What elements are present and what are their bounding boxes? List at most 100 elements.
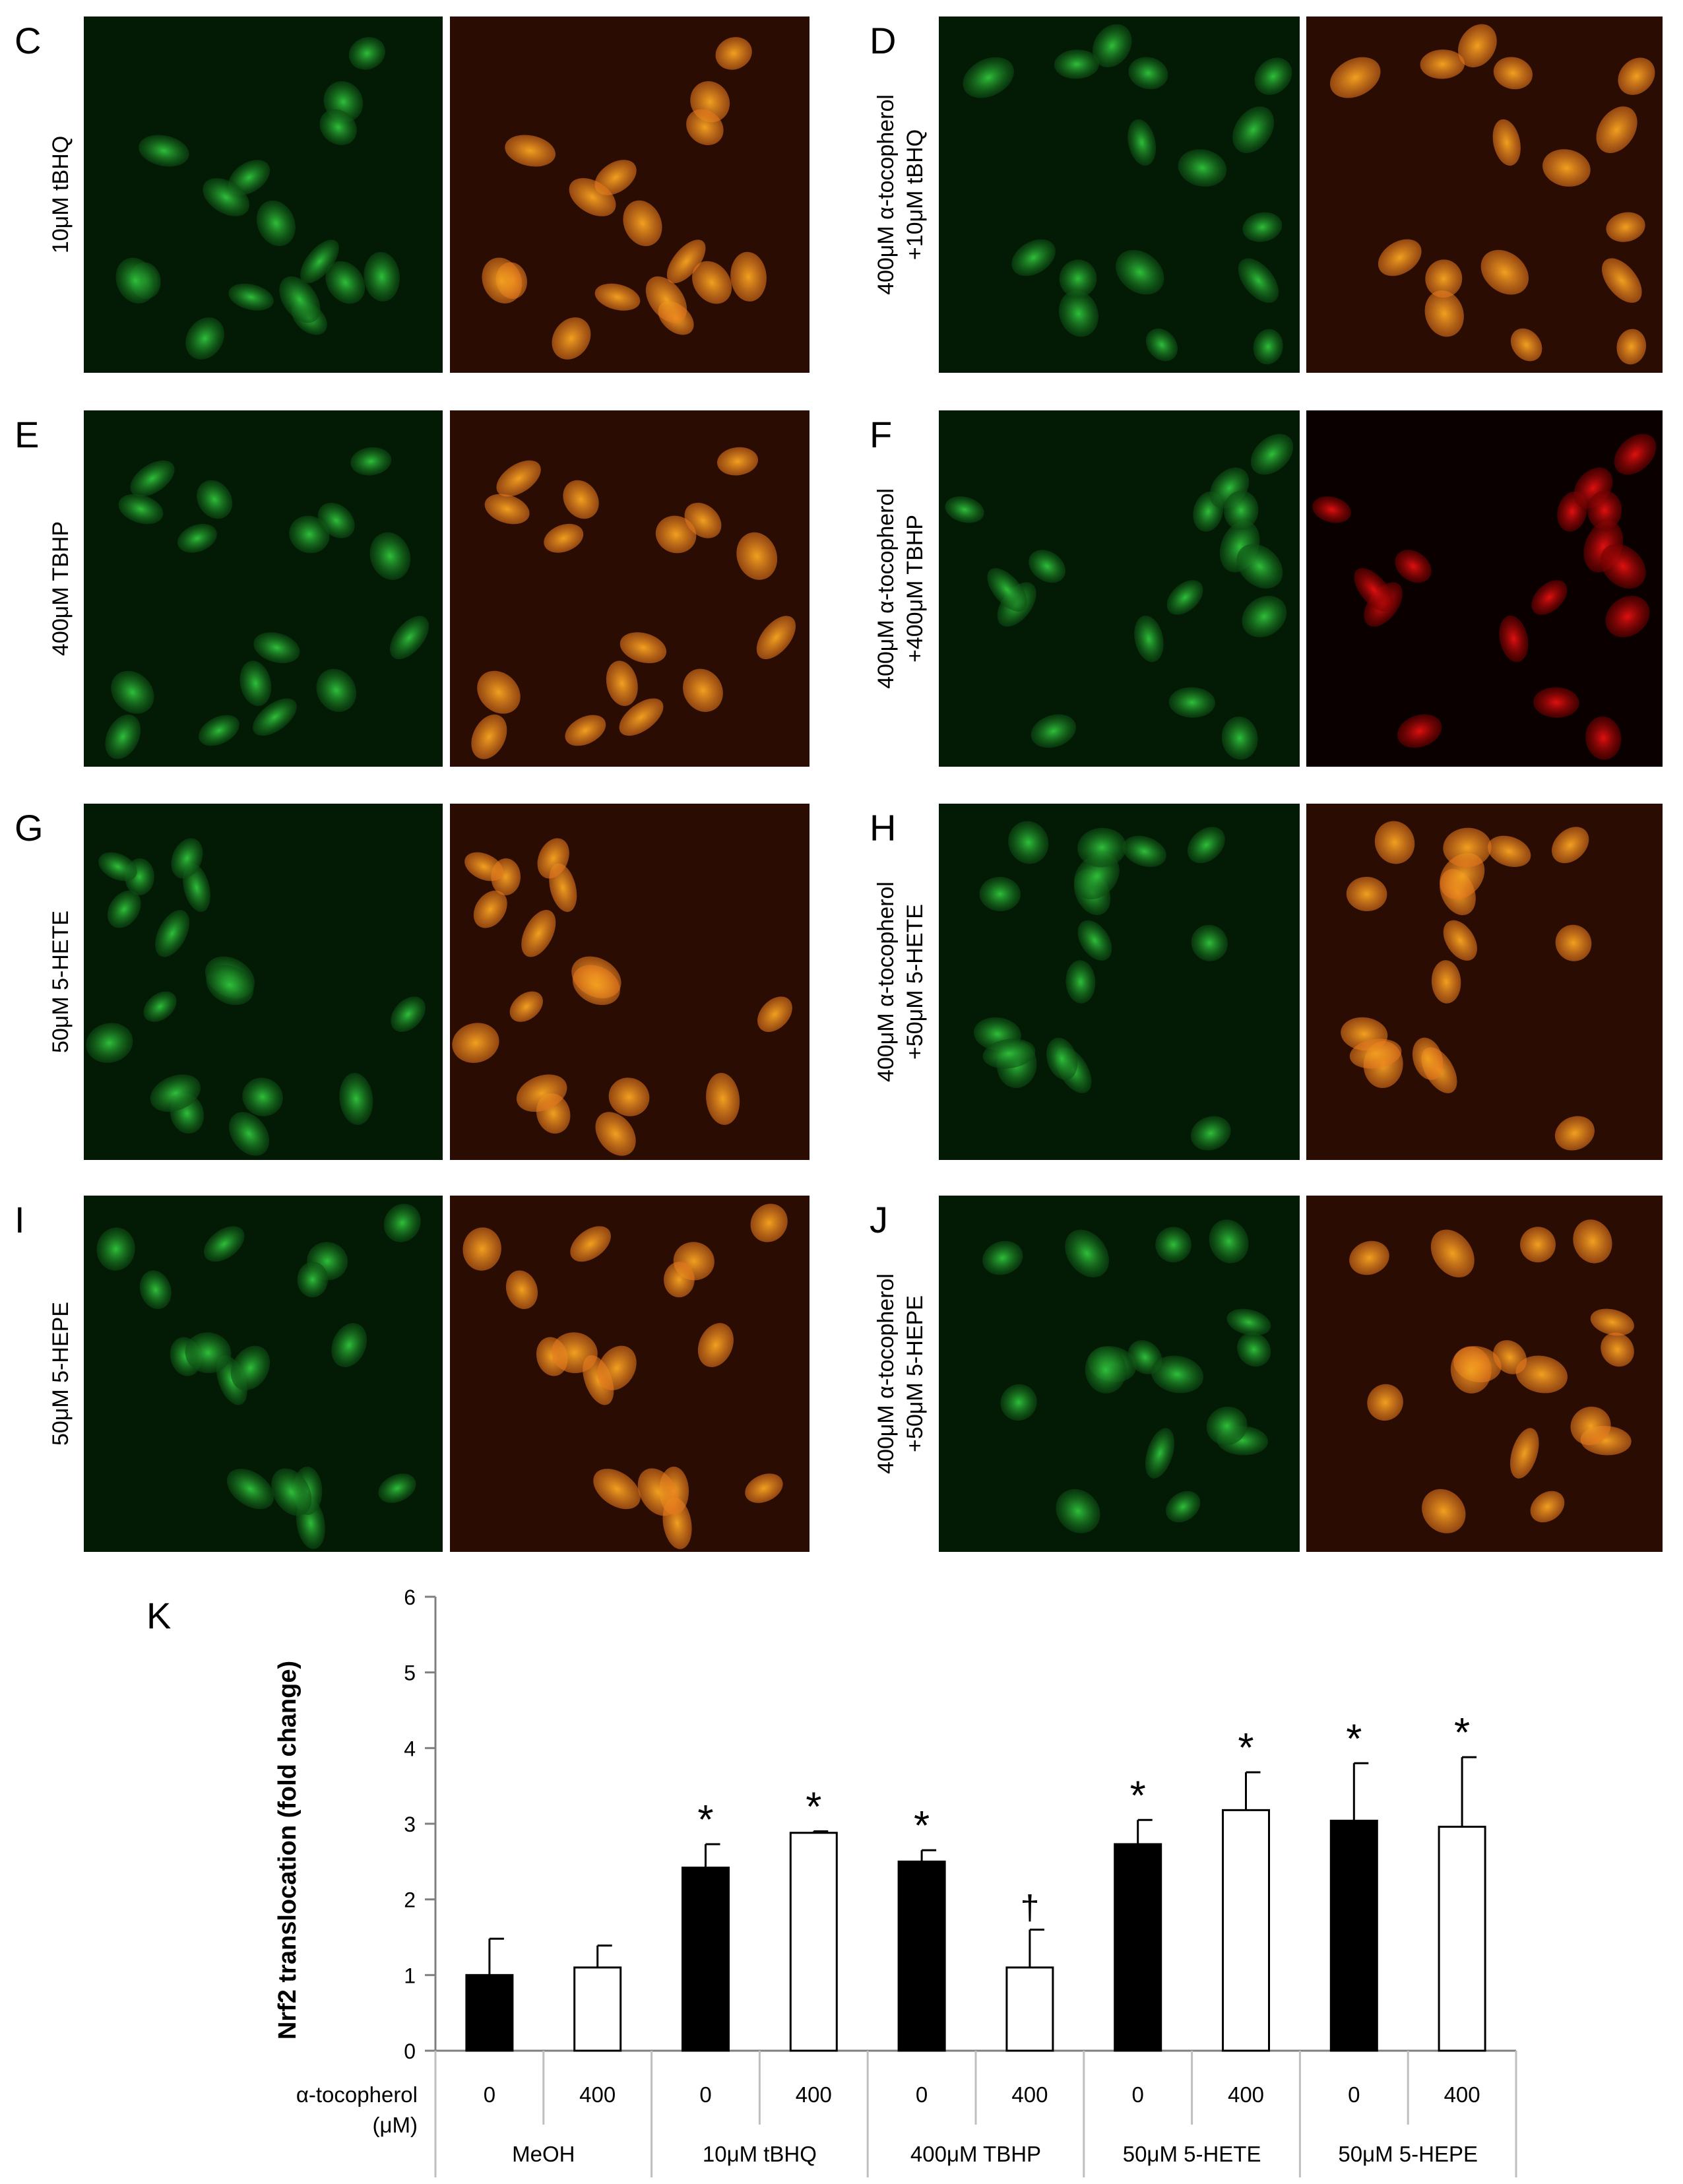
cell-nucleus xyxy=(1221,716,1258,760)
cell-nucleus xyxy=(1531,580,1568,615)
cell-nucleus xyxy=(1349,1039,1402,1069)
cell-nucleus xyxy=(537,838,569,879)
cell-nucleus xyxy=(111,670,154,714)
cell-nucleus xyxy=(552,317,591,360)
cell-nucleus xyxy=(279,276,321,323)
tocopherol-row-unit: (μM) xyxy=(373,2113,418,2137)
cell-nucleus xyxy=(1555,924,1592,961)
cell-nucleus xyxy=(1223,490,1259,530)
cell-nucleus xyxy=(98,852,137,882)
cell-nucleus xyxy=(477,670,521,714)
cell-nucleus xyxy=(606,660,638,706)
cell-nucleus xyxy=(139,1270,172,1310)
cell-nucleus xyxy=(1520,1227,1556,1263)
green-channel-image xyxy=(84,16,443,373)
merged-channel-image xyxy=(450,1196,810,1552)
cell-nucleus xyxy=(706,1073,740,1125)
cell-nucleus xyxy=(1458,24,1497,68)
cell-nucleus xyxy=(1585,716,1622,760)
cell-nucleus xyxy=(1329,57,1381,98)
cell-nucleus xyxy=(1166,1491,1201,1523)
cell-nucleus xyxy=(253,632,300,664)
tocopherol-row-label: α-tocopherol xyxy=(296,2082,418,2107)
cell-nucleus xyxy=(572,965,620,1006)
cell-nucleus xyxy=(228,283,274,311)
group-label: 50μM 5-HETE xyxy=(1123,2142,1261,2166)
cell-nucleus xyxy=(1242,596,1287,637)
group-label: 50μM 5-HEPE xyxy=(1338,2142,1478,2166)
cell-nucleus xyxy=(730,251,767,302)
panel-letter: K xyxy=(146,1595,171,1636)
treatment-label-line: 50μM 5-HETE xyxy=(48,910,73,1054)
cell-nucleus xyxy=(594,283,641,311)
group-label: 400μM TBHP xyxy=(910,2142,1041,2166)
treatment-label-line: +50μM 5-HETE xyxy=(903,904,928,1060)
cell-nucleus xyxy=(1601,1332,1634,1367)
treatment-label-line: 400μM α-tocopherol xyxy=(873,488,899,689)
cell-nucleus xyxy=(316,668,357,712)
cell-nucleus xyxy=(1554,1116,1595,1151)
group-label: MeOH xyxy=(512,2142,575,2166)
cell-nucleus xyxy=(1168,687,1216,718)
bar xyxy=(1005,1966,1054,2052)
y-tick-label: 2 xyxy=(404,1888,416,1912)
cell-nucleus xyxy=(1238,258,1279,303)
panel-treatment-label: 50μM 5-HETE xyxy=(46,797,75,1167)
treatment-label-line: +50μM 5-HEPE xyxy=(903,1295,928,1452)
cell-nucleus xyxy=(597,1345,637,1391)
green-channel-image xyxy=(939,410,1300,767)
cell-nucleus xyxy=(1570,1406,1611,1446)
cell-nucleus xyxy=(756,616,796,660)
treatment-label-line: 400μM TBHP xyxy=(48,521,73,657)
cell-nucleus xyxy=(1450,1346,1492,1394)
cell-nucleus xyxy=(1155,1227,1191,1263)
cell-nucleus xyxy=(1605,596,1650,637)
cell-nucleus xyxy=(757,996,792,1032)
cell-nucleus xyxy=(96,1227,135,1271)
y-tick-label: 5 xyxy=(404,1661,416,1685)
cell-nucleus xyxy=(1190,1116,1231,1151)
cell-nucleus xyxy=(1590,1308,1634,1336)
cell-nucleus xyxy=(1059,259,1097,298)
cell-nucleus xyxy=(1602,258,1642,303)
cell-nucleus xyxy=(1187,827,1225,864)
cell-nucleus xyxy=(1420,49,1465,79)
cell-nucleus xyxy=(963,57,1014,98)
cell-nucleus xyxy=(1122,835,1166,867)
bar xyxy=(1222,1809,1270,2052)
cell-nucleus xyxy=(979,876,1021,911)
merged-channel-image xyxy=(1306,410,1663,767)
cell-nucleus xyxy=(1046,1037,1078,1080)
treatment-label-line: 400μM α-tocopherol xyxy=(873,94,899,295)
cell-nucleus xyxy=(595,1112,636,1156)
cell-nucleus xyxy=(692,261,732,304)
cell-nucleus xyxy=(608,1077,650,1116)
cell-nucleus xyxy=(185,1332,232,1374)
cell-nucleus xyxy=(1236,544,1283,589)
merged-channel-image xyxy=(1306,1196,1663,1552)
cell-nucleus xyxy=(171,838,203,879)
cell-nucleus xyxy=(107,890,141,928)
panel-treatment-label: 400μM α-tocopherol +50μM 5-HETE xyxy=(872,797,930,1167)
cell-nucleus xyxy=(1424,290,1464,337)
cell-nucleus xyxy=(242,1077,283,1116)
cell-nucleus xyxy=(1128,57,1168,90)
cell-nucleus xyxy=(317,502,355,538)
cell-nucleus xyxy=(226,1468,274,1510)
tocopherol-dose-label: 400 xyxy=(579,2082,616,2107)
cell-nucleus xyxy=(1236,1332,1271,1367)
cell-nucleus xyxy=(1134,616,1164,662)
cell-nucleus xyxy=(1367,1384,1403,1421)
cell-nucleus xyxy=(130,460,175,497)
cell-nucleus xyxy=(1378,239,1422,276)
cell-nucleus xyxy=(1430,1229,1475,1277)
cell-nucleus xyxy=(1509,1428,1539,1479)
cell-nucleus xyxy=(1587,490,1622,530)
cell-nucleus xyxy=(1349,1240,1389,1275)
cell-nucleus xyxy=(686,109,724,145)
bar xyxy=(789,1832,838,2052)
panel-letter: I xyxy=(15,1199,25,1240)
cell-nucleus xyxy=(319,109,357,145)
cell-nucleus xyxy=(750,1204,788,1242)
cell-nucleus xyxy=(1542,149,1591,187)
